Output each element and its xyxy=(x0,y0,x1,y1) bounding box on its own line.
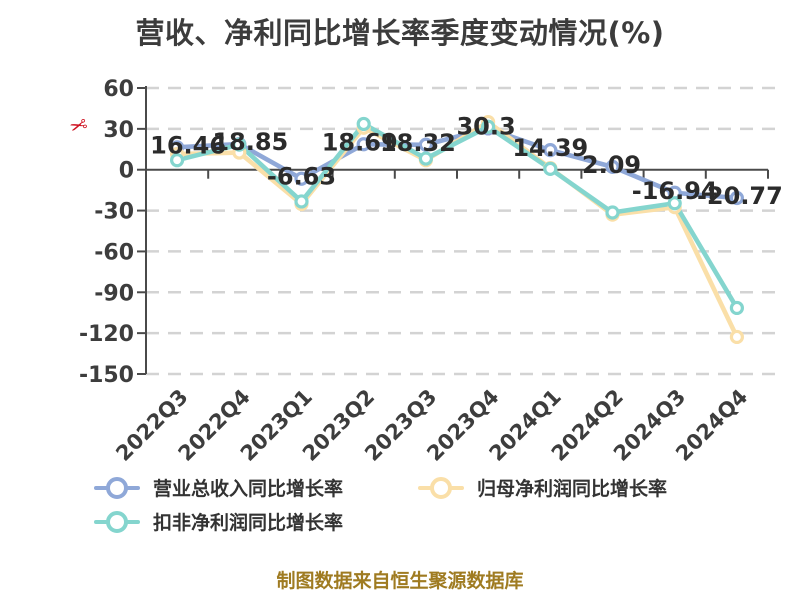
data-point-series2 xyxy=(418,151,433,166)
data-label: 30.3 xyxy=(456,112,515,140)
data-label: 18.85 xyxy=(212,128,288,156)
legend: 营业总收入同比增长率 归母净利润同比增长率 扣非净利润同比增长率 xyxy=(94,474,667,535)
data-point-series0 xyxy=(543,143,558,158)
data-label: -20.77 xyxy=(697,182,783,210)
series-line-0 xyxy=(174,126,740,201)
data-point-series2 xyxy=(170,153,185,168)
line-circle-marker-icon xyxy=(94,476,140,500)
data-point-series1 xyxy=(729,329,745,345)
data-point-series2 xyxy=(605,205,620,220)
line-circle-marker-icon xyxy=(94,510,140,534)
line-circle-marker-icon xyxy=(418,476,464,500)
data-point-series2 xyxy=(294,194,309,209)
data-point-series0 xyxy=(356,137,371,152)
data-label: 18.69 xyxy=(322,128,398,156)
y-tick-label: -30 xyxy=(94,200,134,225)
y-tick-label: 60 xyxy=(103,77,134,102)
series-line-2 xyxy=(174,121,740,311)
data-label: 18.32 xyxy=(380,129,456,157)
legend-item-nongaap-profit-growth[interactable]: 扣非净利润同比增长率 xyxy=(94,508,418,535)
source-note: 制图数据来自恒生聚源数据库 xyxy=(276,570,524,592)
legend-item-revenue-growth[interactable]: 营业总收入同比增长率 xyxy=(94,474,418,501)
y-tick-label: -90 xyxy=(94,281,134,306)
y-tick-label: -120 xyxy=(79,322,134,347)
legend-label: 归母净利润同比增长率 xyxy=(477,478,668,500)
data-point-series2 xyxy=(729,300,745,316)
legend-label: 营业总收入同比增长率 xyxy=(153,478,344,500)
data-point-series2 xyxy=(356,116,371,132)
data-point-series0 xyxy=(418,137,433,152)
data-label: 16.46 xyxy=(150,131,226,159)
data-label: -16.94 xyxy=(632,177,718,205)
y-tick-label: 30 xyxy=(103,118,134,143)
data-label: 2.09 xyxy=(582,151,641,179)
data-point-series0 xyxy=(605,159,620,174)
legend-item-net-profit-growth[interactable]: 归母净利润同比增长率 xyxy=(418,474,667,501)
y-tick-label: 0 xyxy=(119,159,134,184)
y-tick-label: -60 xyxy=(94,240,134,265)
data-point-series2 xyxy=(232,137,247,152)
data-point-series0 xyxy=(729,190,745,206)
y-tick-label: -150 xyxy=(79,363,134,388)
legend-label: 扣非净利润同比增长率 xyxy=(153,512,344,534)
data-point-series2 xyxy=(481,119,496,134)
chart-title: 营收、净利同比增长率季度变动情况(%) xyxy=(135,16,665,50)
data-point-series2 xyxy=(543,161,558,176)
data-label: -6.63 xyxy=(267,163,336,191)
data-label: 14.39 xyxy=(512,134,588,162)
data-point-series0 xyxy=(294,171,309,186)
data-point-series2 xyxy=(667,196,682,211)
